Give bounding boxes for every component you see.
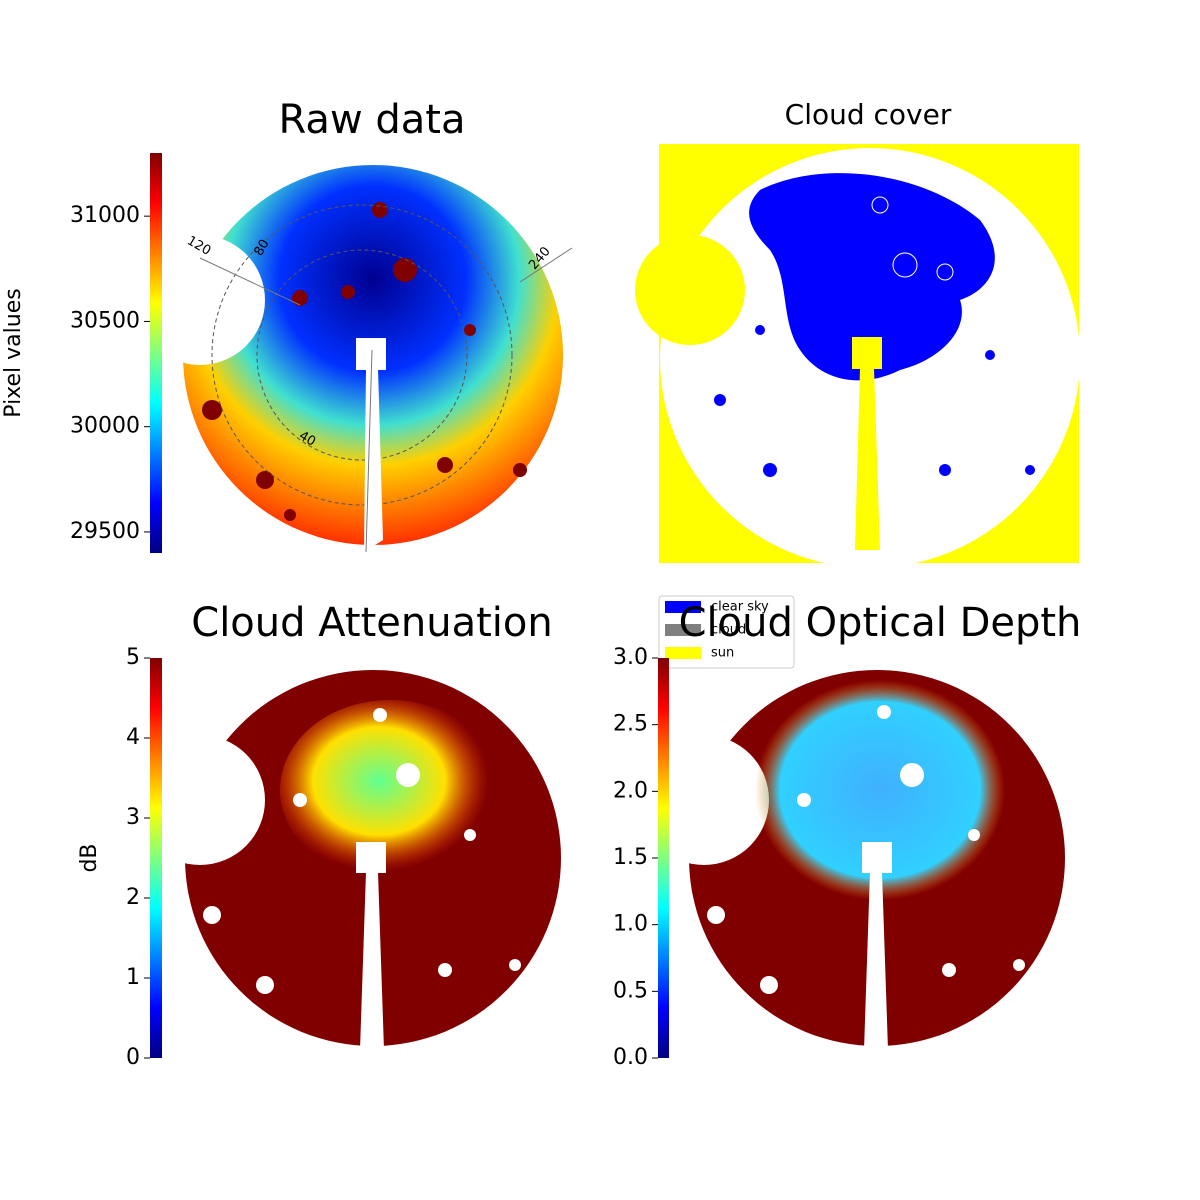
legend-swatch: [665, 624, 701, 636]
chart-title: Cloud Attenuation: [191, 600, 552, 646]
colorbar: [150, 658, 162, 1058]
colorbar: [658, 658, 669, 1058]
attenuation-image: [135, 670, 561, 1050]
y-tick-label: 1.5: [613, 845, 648, 870]
y-tick-label: 2: [126, 885, 140, 910]
polar-label: 40: [296, 429, 318, 450]
polar-label: 80: [252, 237, 273, 259]
y-tick-label: 0.0: [613, 1045, 648, 1070]
chart-title: Raw data: [279, 97, 466, 143]
chart-title: Cloud Optical Depth: [679, 600, 1082, 646]
y-tick-label: 2.0: [613, 778, 648, 803]
legend-label: sun: [711, 646, 734, 661]
y-tick-label: 30000: [70, 414, 140, 439]
y-tick-label: 3: [126, 805, 140, 830]
y-tick-label: 1.0: [613, 912, 648, 937]
y-tick-label: 1: [126, 965, 140, 990]
legend-swatch: [665, 601, 701, 613]
y-tick-label: 2.5: [613, 712, 648, 737]
y-tick-label: 5: [126, 645, 140, 670]
raw-image: [135, 165, 573, 553]
y-tick-label: 3.0: [613, 645, 648, 670]
y-tick-label: 0: [126, 1045, 140, 1070]
colorbar: [150, 153, 162, 553]
legend-label: clear sky: [711, 600, 769, 615]
chart-title: Cloud cover: [785, 98, 952, 131]
legend-label: cloud: [711, 623, 746, 638]
y-tick-label: 0.5: [613, 978, 648, 1003]
optical-depth-image: [639, 670, 1065, 1050]
y-tick-label: 4: [126, 725, 140, 750]
legend-swatch: [665, 647, 701, 659]
cloud-cover-image: [635, 144, 1080, 568]
y-tick-label: 29500: [70, 519, 140, 544]
colorbar-label: Pixel values: [1, 288, 26, 417]
colorbar-label: dB: [77, 843, 102, 872]
y-tick-label: 30500: [70, 308, 140, 333]
y-tick-label: 31000: [70, 203, 140, 228]
